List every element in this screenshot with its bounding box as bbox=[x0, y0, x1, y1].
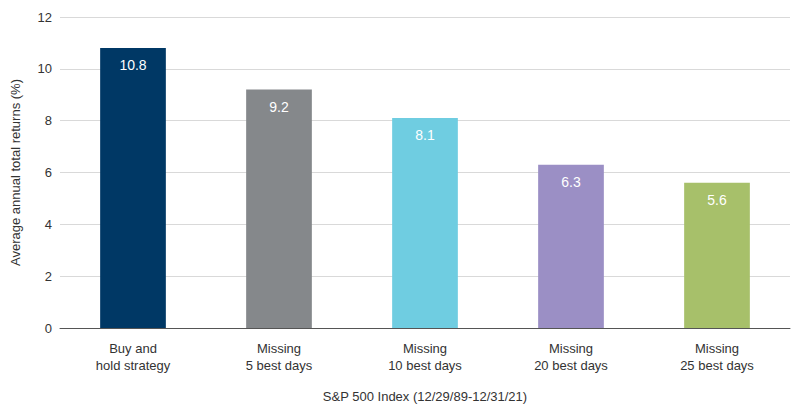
svg-text:Missing: Missing bbox=[403, 341, 447, 356]
svg-text:Missing: Missing bbox=[257, 341, 301, 356]
svg-text:hold strategy: hold strategy bbox=[96, 358, 171, 373]
svg-text:20 best days: 20 best days bbox=[534, 358, 608, 373]
svg-text:2: 2 bbox=[45, 269, 52, 284]
svg-text:S&P 500 Index (12/29/89-12/31/: S&P 500 Index (12/29/89-12/31/21) bbox=[323, 389, 527, 404]
svg-text:9.2: 9.2 bbox=[269, 99, 289, 115]
svg-text:Buy and: Buy and bbox=[109, 341, 157, 356]
svg-text:10 best days: 10 best days bbox=[388, 358, 462, 373]
svg-text:6: 6 bbox=[45, 165, 52, 180]
svg-text:8.1: 8.1 bbox=[415, 127, 435, 143]
svg-text:Missing: Missing bbox=[695, 341, 739, 356]
svg-text:8: 8 bbox=[45, 113, 52, 128]
svg-text:Average annual total returns (: Average annual total returns (%) bbox=[8, 79, 23, 266]
svg-text:10: 10 bbox=[38, 61, 52, 76]
svg-text:6.3: 6.3 bbox=[561, 174, 581, 190]
svg-text:25 best days: 25 best days bbox=[680, 358, 754, 373]
svg-text:5 best days: 5 best days bbox=[246, 358, 313, 373]
svg-text:4: 4 bbox=[45, 217, 52, 232]
svg-text:Missing: Missing bbox=[549, 341, 593, 356]
svg-text:0: 0 bbox=[45, 321, 52, 336]
svg-text:5.6: 5.6 bbox=[707, 192, 727, 208]
svg-text:12: 12 bbox=[38, 10, 52, 25]
svg-text:10.8: 10.8 bbox=[119, 57, 146, 73]
